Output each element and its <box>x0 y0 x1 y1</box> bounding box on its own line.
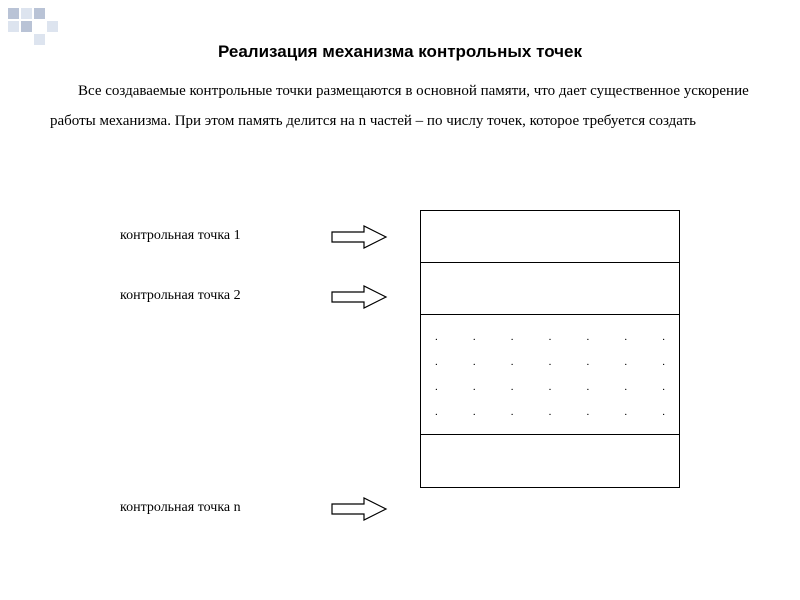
deco-square <box>8 21 19 32</box>
memory-cell-2 <box>421 263 679 315</box>
dot: . <box>435 406 438 418</box>
dot: . <box>473 356 476 368</box>
memory-cell-1 <box>421 211 679 263</box>
arrow-icon <box>330 224 390 250</box>
dot: . <box>624 331 627 343</box>
dot-row: ....... <box>435 356 665 368</box>
dot: . <box>511 406 514 418</box>
dot: . <box>549 331 552 343</box>
dot: . <box>549 381 552 393</box>
dot: . <box>662 356 665 368</box>
body-paragraph: Все создаваемые контрольные точки размещ… <box>50 76 750 136</box>
dot: . <box>587 381 590 393</box>
memory-box: ............................ <box>420 210 680 488</box>
dot: . <box>511 381 514 393</box>
dot-row: ....... <box>435 406 665 418</box>
dot: . <box>662 331 665 343</box>
dot: . <box>435 356 438 368</box>
arrow-icon <box>330 284 390 310</box>
dot: . <box>435 331 438 343</box>
dot: . <box>624 406 627 418</box>
dot: . <box>473 406 476 418</box>
corner-decoration <box>8 8 68 44</box>
label-checkpoint-1: контрольная точка 1 <box>120 228 241 244</box>
label-checkpoint-2: контрольная точка 2 <box>120 288 241 304</box>
dot: . <box>662 381 665 393</box>
dot-row: ....... <box>435 331 665 343</box>
dot: . <box>587 331 590 343</box>
deco-square <box>47 21 58 32</box>
arrow-icon <box>330 496 390 522</box>
dot: . <box>662 406 665 418</box>
deco-square <box>34 8 45 19</box>
dot: . <box>624 356 627 368</box>
dot: . <box>511 331 514 343</box>
label-checkpoint-n: контрольная точка n <box>120 500 241 516</box>
dot: . <box>587 406 590 418</box>
dot: . <box>549 356 552 368</box>
page-title: Реализация механизма контрольных точек <box>0 42 800 62</box>
dot: . <box>549 406 552 418</box>
dot: . <box>473 381 476 393</box>
slide: Реализация механизма контрольных точек В… <box>0 0 800 600</box>
deco-square <box>8 8 19 19</box>
memory-cell-n <box>421 435 679 487</box>
dot: . <box>435 381 438 393</box>
dot: . <box>511 356 514 368</box>
dot-row: ....... <box>435 381 665 393</box>
dot: . <box>587 356 590 368</box>
memory-cell-ellipsis: ............................ <box>421 315 679 435</box>
deco-square <box>21 21 32 32</box>
dot: . <box>473 331 476 343</box>
dot: . <box>624 381 627 393</box>
deco-square <box>21 8 32 19</box>
memory-diagram: контрольная точка 1 контрольная точка 2 … <box>120 210 700 550</box>
